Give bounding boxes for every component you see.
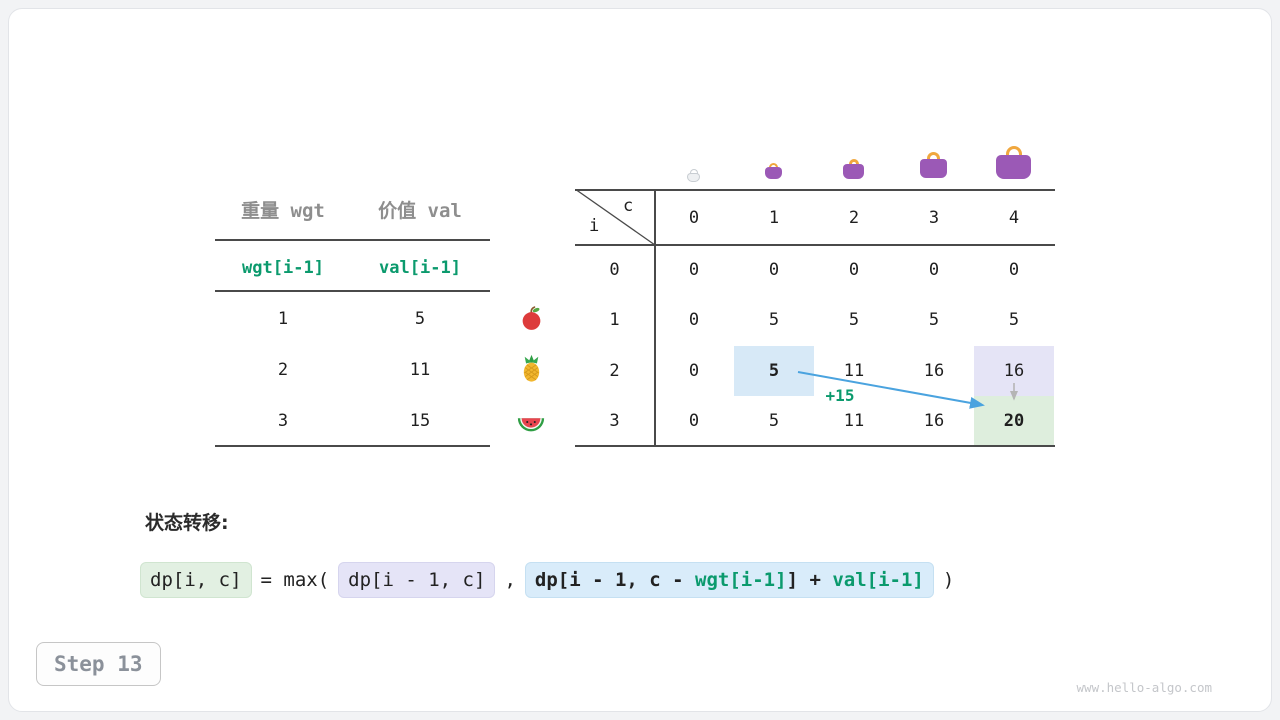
dp-col-header: 1: [768, 208, 780, 228]
watermelon-icon: [516, 407, 546, 441]
dp-cell: 5: [768, 310, 780, 330]
dp-corner-diagonal: [575, 189, 655, 245]
watermark: www.hello-algo.com: [1076, 680, 1212, 695]
formula-arg-keep: dp[i - 1, c]: [338, 562, 496, 598]
formula-val-ref: val[i-1]: [832, 569, 924, 591]
dp-cell: 11: [843, 411, 865, 431]
dp-cell: 0: [1008, 260, 1020, 280]
dp-row-header: 0: [609, 260, 620, 280]
dp-rule-top: [575, 189, 1055, 191]
items-table-wgt-formula: wgt[i-1]: [242, 258, 324, 278]
bag-icon-2: [843, 159, 864, 179]
dp-cell: 16: [923, 411, 945, 431]
dp-cell: 0: [848, 260, 860, 280]
step-badge-label: Step 13: [54, 652, 143, 676]
items-table-rule-top: [215, 239, 490, 241]
item-val: 15: [409, 411, 431, 431]
formula-arg-take-part: dp[i - 1, c -: [534, 569, 696, 591]
items-table-rule-mid: [215, 290, 490, 292]
item-wgt: 3: [277, 411, 289, 431]
formula-arg-take: dp[i - 1, c - wgt[i-1]] + val[i-1]: [524, 562, 934, 598]
items-table-header-wgt: 重量 wgt: [241, 200, 325, 222]
bag-icon-3: [920, 152, 947, 178]
apple-icon: [518, 305, 545, 336]
dp-row-header: 3: [609, 411, 620, 431]
dp-col-header: 2: [848, 208, 860, 228]
dp-cell: 0: [688, 260, 700, 280]
formula-close-paren: ): [942, 569, 955, 591]
formula-lhs: dp[i, c]: [140, 562, 252, 598]
item-val: 11: [409, 360, 431, 380]
transition-formula: dp[i, c] = max( dp[i - 1, c] , dp[i - 1,…: [140, 562, 963, 598]
dp-cell: 5: [1008, 310, 1020, 330]
dp-cell-highlight-result: [974, 396, 1054, 446]
dp-cell: 5: [848, 310, 860, 330]
dp-col-header: 0: [688, 208, 700, 228]
dp-cell-prev: 16: [1003, 361, 1025, 381]
dp-cell: 0: [768, 260, 780, 280]
bag-icon-4: [996, 146, 1031, 179]
item-val: 5: [414, 309, 426, 329]
formula-comma: ,: [504, 569, 516, 591]
plus-value-annotation: +15: [825, 386, 855, 405]
step-badge: Step 13: [36, 642, 161, 686]
items-table-header-val: 价值 val: [378, 200, 462, 222]
formula-equals-max: = max(: [260, 569, 330, 591]
formula-wgt-ref: wgt[i-1]: [695, 569, 787, 591]
dp-rule-header: [575, 244, 1055, 246]
dp-cell: 0: [688, 411, 700, 431]
dp-cell-source: 5: [768, 361, 780, 381]
dp-cell: 5: [928, 310, 940, 330]
dp-cell: 11: [843, 361, 865, 381]
dp-col-header: 3: [928, 208, 940, 228]
dp-corner-row-var: i: [589, 216, 600, 236]
item-wgt: 2: [277, 360, 289, 380]
formula-arg-take-part: ] +: [786, 569, 833, 591]
dp-cell: 0: [688, 361, 700, 381]
transition-section-label: 状态转移:: [145, 512, 229, 534]
dp-cell: 0: [688, 310, 700, 330]
dp-row-header: 2: [609, 361, 620, 381]
dp-rule-bottom: [575, 445, 1055, 447]
bag-icon-1: [765, 163, 782, 179]
bag-icon-empty: [687, 169, 700, 182]
dp-row-header: 1: [609, 310, 620, 330]
dp-cell: 0: [928, 260, 940, 280]
items-table-val-formula: val[i-1]: [379, 258, 461, 278]
dp-corner-col-var: c: [623, 196, 634, 216]
dp-cell: 16: [923, 361, 945, 381]
dp-cell-result: 20: [1003, 411, 1025, 431]
items-table-rule-bottom: [215, 445, 490, 447]
dp-cell: 5: [768, 411, 780, 431]
dp-rule-vertical: [654, 189, 656, 446]
pineapple-icon: [517, 354, 546, 387]
item-wgt: 1: [277, 309, 289, 329]
dp-col-header: 4: [1008, 208, 1020, 228]
